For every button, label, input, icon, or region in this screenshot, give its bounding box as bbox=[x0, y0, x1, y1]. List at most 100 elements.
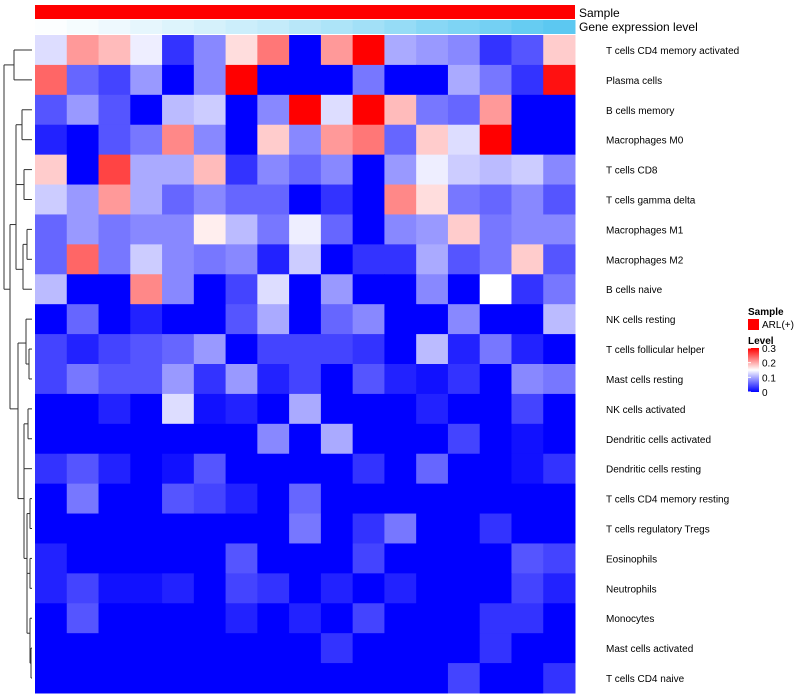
heatmap-cell bbox=[511, 543, 544, 574]
heatmap-cell bbox=[289, 304, 322, 335]
heatmap-cell bbox=[416, 663, 449, 694]
heatmap-cell bbox=[130, 393, 163, 425]
legend-sample-title: Sample bbox=[748, 307, 784, 318]
heatmap-cell bbox=[98, 124, 131, 156]
heatmap-cell bbox=[447, 304, 481, 335]
heatmap-cell bbox=[162, 244, 195, 275]
heatmap-cell bbox=[416, 633, 449, 664]
heatmap-cell bbox=[543, 543, 576, 574]
row-label: Mast cells resting bbox=[606, 375, 683, 386]
row-label: Neutrophils bbox=[606, 584, 657, 595]
heatmap-cell bbox=[193, 304, 227, 335]
heatmap-cell bbox=[162, 35, 195, 66]
heatmap-cell bbox=[384, 154, 417, 186]
heatmap-cell bbox=[225, 35, 258, 66]
heatmap-cell bbox=[35, 154, 68, 186]
heatmap-cell bbox=[289, 603, 322, 634]
heatmap-cell bbox=[289, 364, 322, 395]
heatmap-cell bbox=[66, 633, 100, 664]
heatmap-cell bbox=[98, 663, 131, 694]
heatmap-cell bbox=[130, 124, 163, 156]
heatmap-cell bbox=[35, 214, 68, 245]
heatmap-cell bbox=[416, 124, 449, 156]
heatmap-cell bbox=[447, 154, 481, 186]
heatmap-cell bbox=[511, 633, 544, 664]
heatmap-cell bbox=[289, 334, 322, 365]
heatmap-cell bbox=[479, 184, 512, 215]
heatmap-cell bbox=[320, 483, 354, 515]
heatmap-cell bbox=[225, 453, 258, 485]
heatmap-cell bbox=[130, 274, 163, 305]
heatmap-cells bbox=[35, 35, 576, 694]
heatmap-cell bbox=[289, 124, 322, 156]
heatmap-cell bbox=[320, 304, 354, 335]
row-label: B cells memory bbox=[606, 106, 674, 117]
legend-tick-label: 0.2 bbox=[762, 359, 776, 370]
heatmap-cell bbox=[384, 543, 417, 574]
heatmap-cell bbox=[543, 64, 576, 96]
heatmap-cell bbox=[193, 603, 227, 634]
heatmap-cell bbox=[225, 483, 258, 515]
row-labels: T cells CD4 memory activated Plasma cells… bbox=[606, 46, 739, 685]
heatmap-cell bbox=[162, 304, 195, 335]
heatmap-cell bbox=[479, 663, 512, 694]
heatmap-cell bbox=[479, 483, 512, 515]
legend-level-ticks: 0.3 0.2 0.1 0 bbox=[748, 344, 776, 399]
heatmap-cell bbox=[320, 64, 354, 96]
heatmap-cell bbox=[479, 124, 512, 156]
heatmap-cell bbox=[543, 304, 576, 335]
heatmap-cell bbox=[543, 244, 576, 275]
heatmap-cell bbox=[479, 364, 512, 395]
heatmap-cell bbox=[416, 184, 449, 215]
heatmap-cell bbox=[289, 483, 322, 515]
heatmap-cell bbox=[543, 573, 576, 604]
heatmap-cell bbox=[35, 94, 68, 126]
heatmap-cell bbox=[447, 94, 481, 126]
heatmap-cell bbox=[352, 453, 385, 485]
heatmap-cell bbox=[543, 154, 576, 186]
heatmap-cell bbox=[416, 244, 449, 275]
row-label: Plasma cells bbox=[606, 76, 662, 87]
heatmap-cell bbox=[162, 64, 195, 96]
heatmap-cell bbox=[66, 94, 100, 126]
gene-expression-annotation-cell bbox=[130, 20, 163, 34]
row-label: B cells naive bbox=[606, 285, 663, 296]
row-label: Macrophages M0 bbox=[606, 136, 684, 147]
heatmap-cell bbox=[384, 393, 417, 425]
heatmap-cell bbox=[98, 274, 131, 305]
heatmap-cell bbox=[35, 663, 68, 694]
heatmap-cell bbox=[352, 124, 385, 156]
heatmap-cell bbox=[511, 35, 544, 66]
heatmap-cell bbox=[66, 663, 100, 694]
gene-expression-annotation-cell bbox=[35, 20, 68, 34]
heatmap-cell bbox=[66, 35, 100, 66]
gene-expression-annotation-cell bbox=[447, 20, 481, 34]
heatmap-cell bbox=[130, 573, 163, 604]
heatmap-cell bbox=[479, 453, 512, 485]
heatmap-cell bbox=[289, 633, 322, 664]
row-label: T cells CD8 bbox=[606, 166, 658, 177]
heatmap-cell bbox=[352, 64, 385, 96]
row-label: T cells CD4 memory activated bbox=[606, 46, 739, 57]
heatmap-cell bbox=[66, 334, 100, 365]
heatmap-cell bbox=[193, 364, 227, 395]
heatmap-cell bbox=[66, 603, 100, 634]
heatmap-cell bbox=[447, 513, 481, 544]
heatmap-cell bbox=[98, 244, 131, 275]
heatmap-cell bbox=[257, 603, 290, 634]
heatmap-cell bbox=[416, 423, 449, 455]
annotation-label-gene-expression: Gene expression level bbox=[579, 20, 698, 34]
heatmap-cell bbox=[257, 154, 290, 186]
heatmap-cell bbox=[193, 483, 227, 515]
heatmap-cell bbox=[511, 304, 544, 335]
heatmap-cell bbox=[320, 453, 354, 485]
heatmap-cell bbox=[479, 334, 512, 365]
heatmap-cell bbox=[98, 393, 131, 425]
heatmap-cell bbox=[225, 603, 258, 634]
heatmap-cell bbox=[66, 393, 100, 425]
heatmap-cell bbox=[352, 543, 385, 574]
row-label: NK cells resting bbox=[606, 315, 675, 326]
heatmap-cell bbox=[543, 364, 576, 395]
heatmap-cell bbox=[225, 304, 258, 335]
heatmap-cell bbox=[384, 35, 417, 66]
